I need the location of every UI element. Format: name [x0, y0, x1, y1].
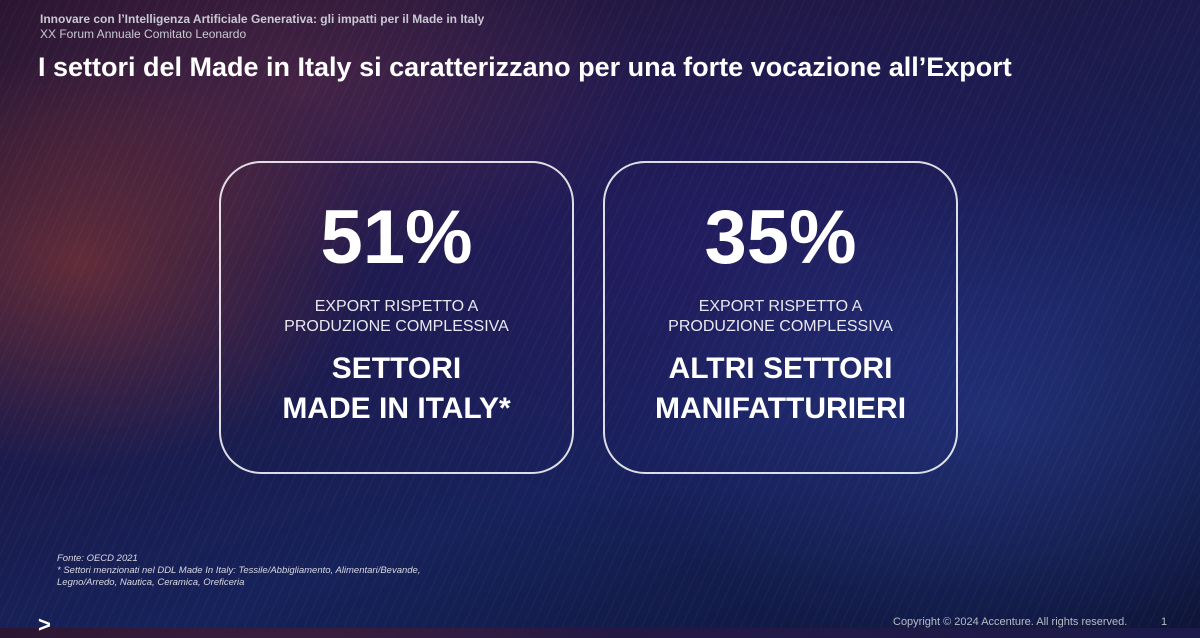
page-number: 1: [1161, 616, 1168, 628]
footnote-note: * Settori menzionati nel DDL Made In Ita…: [57, 565, 421, 588]
stat-card-made-in-italy: 51% EXPORT RISPETTO A PRODUZIONE COMPLES…: [219, 161, 574, 474]
stat-label-line: SETTORI: [331, 352, 462, 385]
presentation-header: Innovare con l’Intelligenza Artificiale …: [40, 12, 484, 42]
presentation-title: Innovare con l’Intelligenza Artificiale …: [40, 12, 485, 26]
stat-value: 51%: [320, 195, 473, 280]
accenture-logo-icon: >: [38, 612, 51, 637]
footnote: Fonte: OECD 2021 * Settori menzionati ne…: [57, 553, 477, 589]
stat-description: EXPORT RISPETTO A PRODUZIONE COMPLESSIVA: [221, 297, 572, 337]
stat-value: 35%: [704, 195, 857, 280]
stat-card-altri-settori: 35% EXPORT RISPETTO A PRODUZIONE COMPLES…: [603, 161, 958, 474]
stat-description-line: PRODUZIONE COMPLESSIVA: [668, 318, 893, 335]
stat-label: SETTORI MADE IN ITALY*: [221, 349, 572, 429]
copyright-text: Copyright © 2024 Accenture. All rights r…: [893, 616, 1128, 628]
event-name: XX Forum Annuale Comitato Leonardo: [40, 27, 247, 41]
slide-title: I settori del Made in Italy si caratteri…: [38, 52, 1012, 82]
stat-description-line: EXPORT RISPETTO A: [698, 298, 863, 315]
stat-label: ALTRI SETTORI MANIFATTURIERI: [605, 349, 956, 429]
stat-label-line: ALTRI SETTORI: [668, 352, 893, 385]
stat-label-line: MANIFATTURIERI: [654, 392, 907, 425]
stat-description-line: EXPORT RISPETTO A: [314, 298, 479, 315]
footnote-source: Fonte: OECD 2021: [57, 553, 138, 564]
stat-label-line: MADE IN ITALY*: [282, 392, 511, 425]
stat-description: EXPORT RISPETTO A PRODUZIONE COMPLESSIVA: [605, 297, 956, 337]
stat-description-line: PRODUZIONE COMPLESSIVA: [284, 318, 509, 335]
